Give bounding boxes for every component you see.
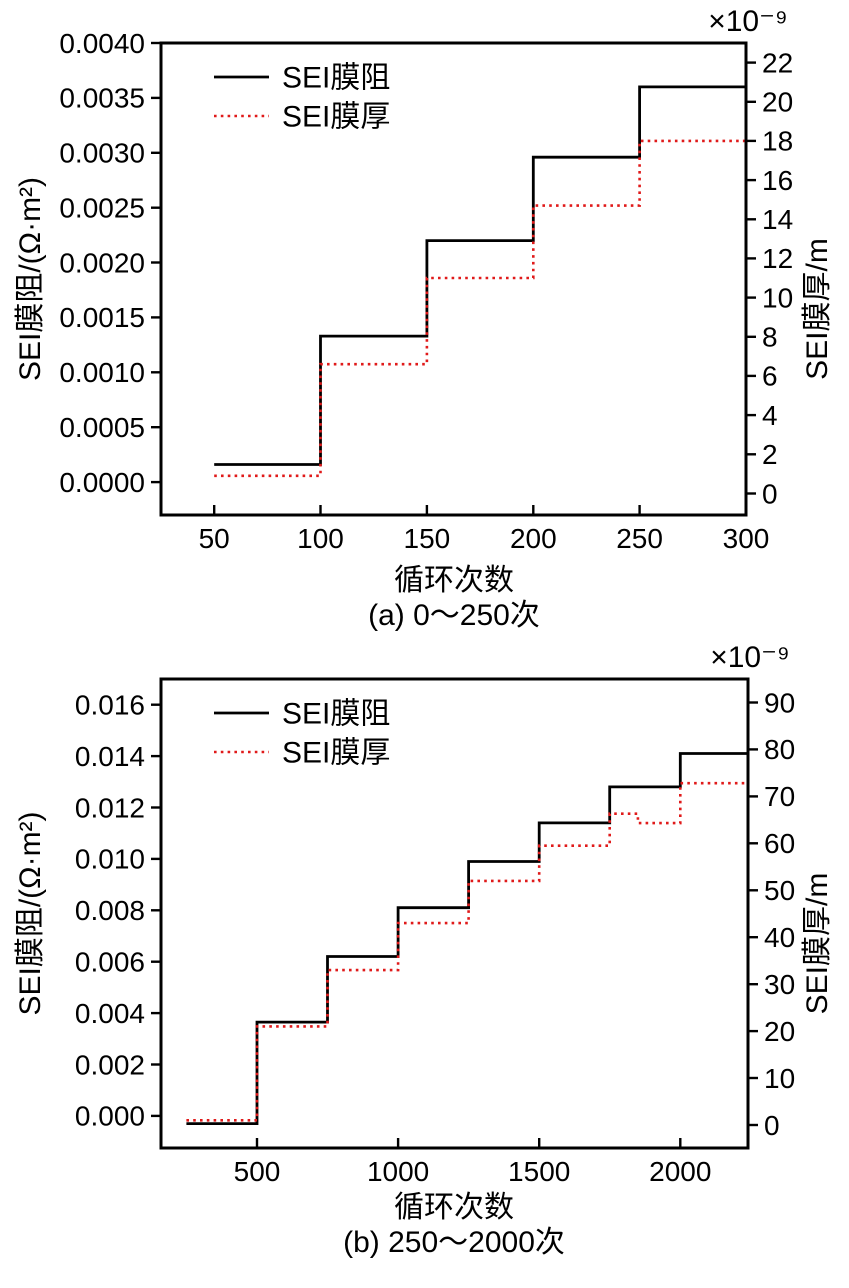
right-tick-label: 8 [762,322,778,353]
right-tick-label: 22 [762,47,793,78]
x-axis-ticks: 50 100 150 200 250 300 [199,505,770,554]
x-tick-label: 500 [234,1156,281,1187]
figure-b: 500 1000 1500 2000 0.000 0.002 0.004 0.006 0.008… [0,635,849,1288]
left-tick-label: 0.0020 [59,247,145,278]
series-line-thickness [214,139,746,478]
right-tick-label: 40 [764,922,795,953]
right-axis-title: SEI膜厚/m [801,873,834,1015]
left-tick-label: 0.014 [75,741,145,772]
left-tick-label: 0.016 [75,690,145,721]
series-line-thickness [186,781,748,1122]
left-tick-label: 0.010 [75,844,145,875]
x-tick-label: 200 [510,523,557,554]
x-tick-label: 2000 [649,1156,711,1187]
x-tick-label: 100 [297,523,344,554]
right-tick-label: 10 [762,282,793,313]
left-axis-title: SEI膜阻/(Ω·m²) [14,177,47,381]
figure-a: 50 100 150 200 250 300 0.0000 0.0005 0.0010 0.001… [0,0,849,635]
left-tick-label: 0.0025 [59,193,145,224]
legend-label-1: SEI膜厚 [282,737,390,770]
left-tick-label: 0.008 [75,895,145,926]
caption-a-text: (a) 0～250次 [368,599,540,632]
left-tick-label: 0.0040 [59,28,145,59]
left-tick-label: 0.0000 [59,467,145,498]
right-tick-label: 16 [762,165,793,196]
left-tick-label: 0.004 [75,998,145,1029]
caption-b: (b) 250～2000次 [161,1224,747,1262]
right-tick-label: 50 [764,875,795,906]
chart-b: 500 1000 1500 2000 0.000 0.002 0.004 0.006 0.008… [0,635,849,1192]
right-tick-label: 60 [764,828,795,859]
right-axis-multiplier: ×10⁻⁹ [708,5,788,38]
left-axis-title: SEI膜阻/(Ω·m²) [14,811,47,1015]
right-axis-ticks: 0 2 4 6 8 10 12 14 16 18 20 22 [746,47,793,509]
left-tick-label: 0.006 [75,947,145,978]
left-tick-label: 0.002 [75,1049,145,1080]
x-tick-label: 300 [723,523,770,554]
left-tick-label: 0.012 [75,792,145,823]
left-tick-label: 0.000 [75,1101,145,1132]
right-tick-label: 0 [762,478,778,509]
left-tick-label: 0.0010 [59,357,145,388]
right-tick-label: 20 [762,87,793,118]
right-axis-title: SEI膜厚/m [801,238,834,380]
plot-frame [159,41,748,517]
right-tick-label: 30 [764,969,795,1000]
x-axis-title-b: 循环次数 [161,1192,747,1224]
x-axis-ticks: 500 1000 1500 2000 [234,1138,711,1187]
caption-b-text: (b) 250～2000次 [343,1226,565,1259]
plot-frame [159,677,750,1150]
right-tick-label: 6 [762,361,778,392]
x-axis-title-a-text: 循环次数 [394,564,514,597]
left-axis-ticks: 0.000 0.002 0.004 0.006 0.008 0.010 0.012 0.014… [75,690,161,1132]
x-axis-title-a: 循环次数 [161,565,747,597]
right-tick-label: 2 [762,439,778,470]
right-tick-label: 14 [762,204,793,235]
left-axis-ticks: 0.0000 0.0005 0.0010 0.0015 0.0020 0.0025 0.00… [59,28,161,498]
right-tick-label: 90 [764,687,795,718]
legend-label-0: SEI膜阻 [282,62,390,95]
chart-a: 50 100 150 200 250 300 0.0000 0.0005 0.0010 0.001… [0,0,849,565]
x-tick-label: 1000 [367,1156,429,1187]
x-tick-label: 150 [404,523,451,554]
right-tick-label: 20 [764,1016,795,1047]
chart-svg-b: 500 1000 1500 20000.0000.0020.0040.0060.008… [14,641,834,1187]
left-tick-label: 0.0005 [59,412,145,443]
right-tick-label: 10 [764,1063,795,1094]
right-tick-label: 0 [764,1110,780,1141]
right-axis-multiplier: ×10⁻⁹ [710,641,790,674]
chart-svg-a: 50 100 150 200 250 3000.00000.00050.00100.001… [14,5,834,554]
right-tick-label: 12 [762,243,793,274]
left-tick-label: 0.0035 [59,83,145,114]
caption-a: (a) 0～250次 [161,597,747,635]
left-tick-label: 0.0030 [59,138,145,169]
right-tick-label: 18 [762,126,793,157]
right-axis-ticks: 0 10 20 30 40 50 60 70 80 90 [748,687,795,1141]
legend-label-0: SEI膜阻 [282,698,390,731]
right-tick-label: 80 [764,734,795,765]
x-axis-title-b-text: 循环次数 [394,1191,514,1224]
right-tick-label: 70 [764,781,795,812]
legend: SEI膜阻 SEI膜厚 [214,698,390,770]
legend-label-1: SEI膜厚 [282,101,390,134]
right-tick-label: 4 [762,400,778,431]
x-tick-label: 1500 [508,1156,570,1187]
series-line-resistance [214,85,746,466]
x-tick-label: 50 [199,523,230,554]
series-line-resistance [186,752,748,1125]
x-tick-label: 250 [616,523,663,554]
left-tick-label: 0.0015 [59,302,145,333]
legend: SEI膜阻 SEI膜厚 [214,62,390,134]
